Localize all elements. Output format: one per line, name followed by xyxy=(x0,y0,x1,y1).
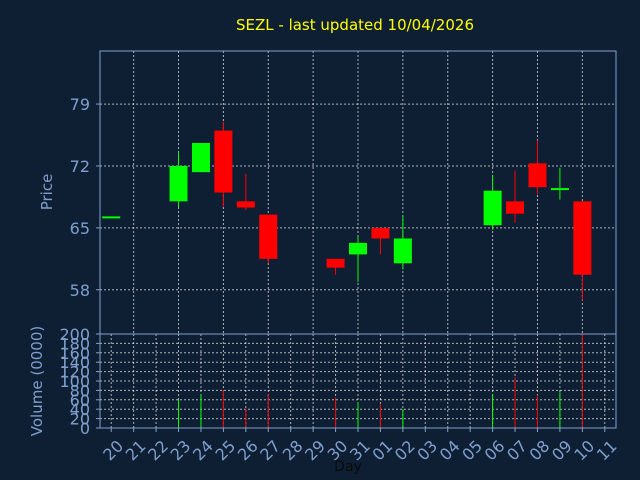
price-candles xyxy=(102,121,592,301)
x-tick-label: 11 xyxy=(593,436,621,464)
candle-body xyxy=(191,142,210,173)
candle-body xyxy=(236,201,255,208)
price-y-tick-label: 79 xyxy=(70,95,90,114)
candle-body xyxy=(326,258,345,268)
price-y-ticks: 58 65 72 79 xyxy=(70,95,100,300)
volume-y-tick-label: 60 xyxy=(70,391,90,410)
volume-y-tick-label: 100 xyxy=(59,372,90,391)
candle-body xyxy=(393,238,412,264)
volume-y-tick-label: 80 xyxy=(70,381,90,400)
volume-y-tick-label: 40 xyxy=(70,400,90,419)
candle-body xyxy=(550,188,569,191)
candle-body xyxy=(528,163,547,188)
price-y-tick-label: 65 xyxy=(70,219,90,238)
candle-body xyxy=(214,130,233,193)
candle-body xyxy=(506,201,525,214)
volume-y-tick-label: 180 xyxy=(59,334,90,353)
price-axis-label: Price xyxy=(38,174,56,211)
volume-y-tick-label: 20 xyxy=(70,410,90,429)
volume-bars xyxy=(178,334,583,428)
price-y-tick-label: 58 xyxy=(70,281,90,300)
candle-body xyxy=(573,201,592,275)
price-y-tick-label: 72 xyxy=(70,157,90,176)
candle-body xyxy=(483,190,502,226)
volume-axis-label: Volume (0000) xyxy=(28,326,46,436)
volume-y-tick-label: 160 xyxy=(59,344,90,363)
candle-body xyxy=(102,216,121,219)
candle-body xyxy=(371,227,390,239)
candle-body xyxy=(259,214,278,259)
volume-y-tick-label: 140 xyxy=(59,353,90,372)
x-axis-label: Day xyxy=(334,459,362,475)
volume-y-tick-label: 0 xyxy=(80,419,90,438)
volume-y-tick-label: 200 xyxy=(59,325,90,344)
candle-body xyxy=(169,165,188,202)
volume-y-tick-label: 120 xyxy=(59,363,90,382)
chart-title: SEZL - last updated 10/04/2026 xyxy=(236,16,474,34)
candle-body xyxy=(349,242,367,255)
